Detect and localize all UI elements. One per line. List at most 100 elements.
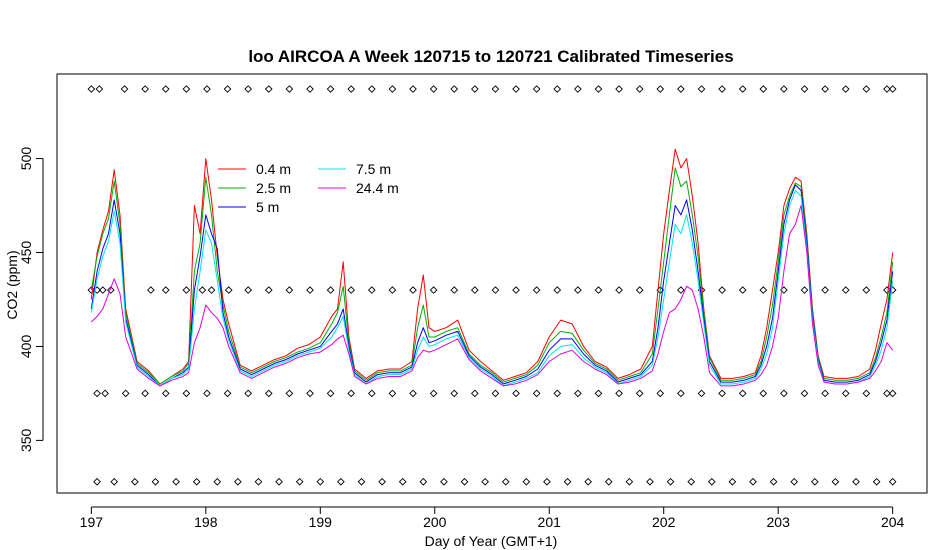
diamond-marker <box>738 286 747 294</box>
diamond-marker <box>738 389 747 398</box>
diamond-marker <box>491 389 500 398</box>
diamond-marker <box>316 477 325 486</box>
diamond-marker <box>800 286 809 294</box>
series-line-0-4-m <box>90 148 894 385</box>
x-tick-label: 200 <box>423 514 447 530</box>
diamond-marker <box>275 477 283 486</box>
diamond-marker <box>677 85 685 93</box>
diamond-marker <box>470 389 479 398</box>
diamond-marker <box>388 286 397 294</box>
diamond-marker <box>738 85 747 93</box>
diamond-marker <box>131 477 139 486</box>
diamond-marker <box>604 477 613 486</box>
diamond-marker <box>759 389 768 398</box>
diamond-marker <box>780 389 788 398</box>
diamond-marker <box>357 477 366 486</box>
diamond-marker <box>759 286 768 294</box>
diamond-marker <box>831 477 840 486</box>
diamond-marker <box>347 286 356 294</box>
legend-label: 0.4 m <box>256 161 291 177</box>
diamond-marker <box>264 85 273 93</box>
diamond-marker <box>522 477 531 486</box>
diamond-marker <box>161 85 170 93</box>
diamond-marker <box>594 286 603 294</box>
diamond-marker <box>666 477 675 486</box>
diamond-marker <box>594 85 603 93</box>
diamond-marker <box>306 85 314 93</box>
series-line-24-4-m <box>90 205 894 387</box>
diamond-marker <box>450 85 459 93</box>
diamond-marker <box>656 85 665 93</box>
diamond-marker <box>810 477 819 486</box>
x-tick-label: 204 <box>881 514 905 530</box>
diamond-marker <box>481 477 489 486</box>
x-axis-label: Day of Year (GMT+1) <box>425 533 558 549</box>
diamond-marker <box>398 477 407 486</box>
x-tick-label: 201 <box>538 514 562 530</box>
diamond-marker <box>635 286 644 294</box>
diamond-marker <box>213 477 222 486</box>
series-lines <box>90 148 894 387</box>
diamond-marker <box>147 286 155 294</box>
diamond-marker <box>718 389 726 398</box>
diamond-marker <box>141 389 149 398</box>
diamond-marker <box>574 286 582 294</box>
diamond-marker <box>101 389 109 398</box>
diamond-marker <box>883 286 891 294</box>
diamond-marker <box>532 85 541 93</box>
diamond-marker <box>87 286 96 294</box>
diamond-marker <box>367 389 376 398</box>
diamond-marker <box>841 389 850 398</box>
y-tick-label: 450 <box>18 241 34 265</box>
diamond-marker <box>429 85 438 93</box>
y-axis: 350 400 450 500 <box>18 147 44 452</box>
diamond-marker <box>409 85 417 93</box>
diamond-marker <box>326 85 335 93</box>
y-tick-label: 500 <box>18 147 34 171</box>
diamond-marker <box>161 286 170 294</box>
diamond-marker <box>615 286 623 294</box>
diamond-marker <box>512 286 520 294</box>
diamond-marker <box>285 85 294 93</box>
diamond-marker <box>254 477 263 486</box>
legend-label: 5 m <box>256 199 279 215</box>
diamond-marker <box>584 477 592 486</box>
diamond-marker <box>749 477 757 486</box>
diamond-marker <box>182 389 191 398</box>
diamond-marker <box>182 286 191 294</box>
diamond-marker <box>224 286 233 294</box>
diamond-marker <box>419 477 428 486</box>
diamond-marker <box>223 85 232 93</box>
diamond-marker <box>470 286 479 294</box>
diamond-marker <box>821 85 829 93</box>
diamond-marker <box>491 286 500 294</box>
diamond-marker <box>264 286 273 294</box>
diamond-marker <box>790 477 799 486</box>
diamond-marker <box>615 389 623 398</box>
diamond-marker <box>574 85 582 93</box>
diamond-marker <box>697 389 706 398</box>
diamond-marker <box>646 477 654 486</box>
legend: 0.4 m 2.5 m 5 m 7.5 m 24.4 m <box>218 161 399 215</box>
diamond-marker <box>141 85 149 93</box>
x-tick-label: 202 <box>652 514 676 530</box>
diamond-marker <box>367 286 376 294</box>
diamond-marker <box>326 389 335 398</box>
diamond-marker <box>574 389 582 398</box>
diamond-marker <box>120 85 129 93</box>
diamond-marker <box>367 85 376 93</box>
diamond-marker <box>409 389 417 398</box>
diamond-marker <box>852 477 860 486</box>
diamond-marker <box>378 477 386 486</box>
diamond-marker <box>203 85 211 93</box>
legend-label: 24.4 m <box>356 180 399 196</box>
diamond-marker <box>677 286 685 294</box>
diamond-marker <box>563 477 572 486</box>
diamond-marker <box>110 477 119 486</box>
diamond-marker <box>98 286 107 294</box>
diamond-marker <box>409 286 417 294</box>
diamond-marker <box>95 85 104 93</box>
diamond-marker <box>388 85 397 93</box>
diamond-marker <box>501 477 510 486</box>
diamond-marker <box>800 85 809 93</box>
